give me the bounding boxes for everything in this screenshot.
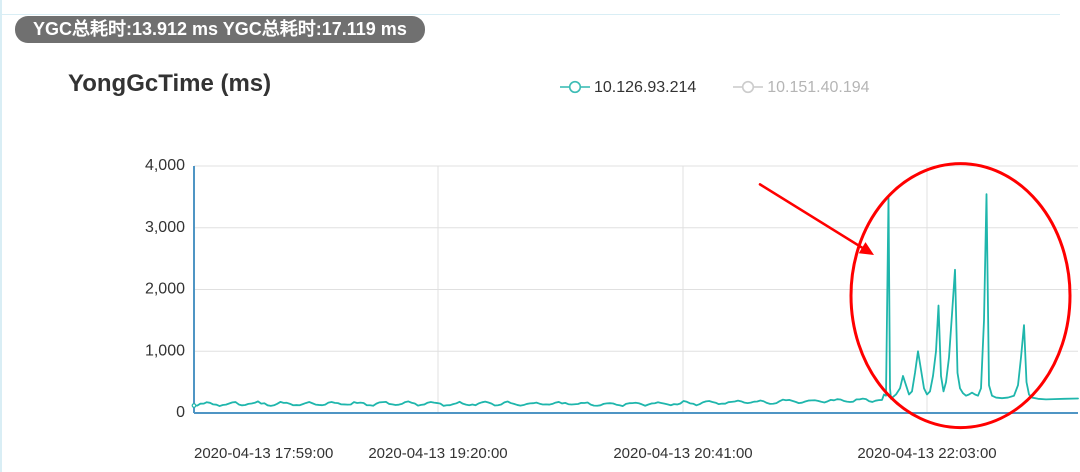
svg-text:3,000: 3,000 [145,219,185,236]
svg-text:4,000: 4,000 [145,157,185,174]
svg-text:0: 0 [176,404,185,421]
svg-text:2020-04-13 22:03:00: 2020-04-13 22:03:00 [857,445,996,462]
svg-text:2020-04-13 17:59:00: 2020-04-13 17:59:00 [194,445,333,462]
svg-text:1,000: 1,000 [145,342,185,359]
svg-text:2,000: 2,000 [145,281,185,298]
svg-text:2020-04-13 19:20:00: 2020-04-13 19:20:00 [368,445,507,462]
svg-text:2020-04-13 20:41:00: 2020-04-13 20:41:00 [613,445,752,462]
